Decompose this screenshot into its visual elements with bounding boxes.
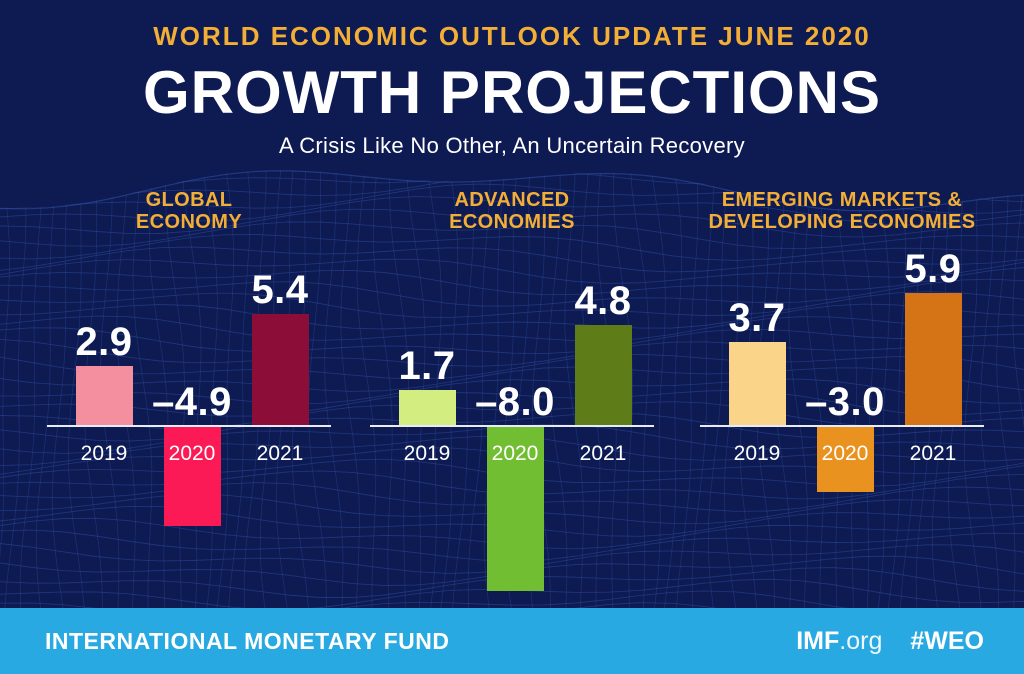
group-title: ADVANCED ECONOMIES (368, 189, 656, 233)
imf-website-tld: .org (839, 626, 883, 655)
year-label-2020: 2020 (491, 442, 539, 465)
year-label-2019: 2019 (403, 442, 451, 465)
group-title-line: ECONOMIES (449, 211, 575, 233)
chart-group-emerging-markets-developing-economies: EMERGING MARKETS & DEVELOPING ECONOMIES 3.… (698, 185, 986, 608)
group-title-line: DEVELOPING ECONOMIES (708, 211, 976, 233)
value-label-2019: 2.9 (75, 319, 133, 364)
year-label-2019: 2019 (80, 442, 128, 465)
group-title-line: ADVANCED (454, 189, 570, 211)
value-label-2021: 4.8 (574, 279, 632, 324)
bar-2019 (75, 365, 133, 425)
value-label-2020: –4.9 (152, 380, 232, 424)
year-label-2021: 2021 (909, 442, 957, 465)
axis-line (700, 425, 984, 427)
value-label-2019: 1.7 (398, 343, 456, 388)
group-title-line: EMERGING MARKETS & (721, 189, 963, 211)
axis-line (370, 425, 654, 427)
footer-links: IMF.org #WEO (796, 627, 984, 656)
value-label-2021: 5.9 (904, 246, 962, 291)
chart-group-global-economy: GLOBAL ECONOMY 2.9 2019 –4.9 2020 5.4 2021 (45, 185, 333, 608)
year-label-2019: 2019 (733, 442, 781, 465)
report-subtitle: A Crisis Like No Other, An Uncertain Rec… (279, 133, 745, 158)
footer-bar: INTERNATIONAL MONETARY FUND IMF.org #WEO (0, 608, 1024, 674)
imf-organization-name: INTERNATIONAL MONETARY FUND (45, 627, 450, 654)
imf-website: IMF.org (796, 627, 882, 656)
value-label-2019: 3.7 (728, 296, 786, 341)
year-label-2020: 2020 (168, 442, 216, 465)
bar-2021 (251, 314, 309, 425)
bar-2021 (904, 292, 962, 425)
bar-2020 (163, 425, 221, 526)
bar-2019 (398, 389, 456, 425)
group-title: GLOBAL ECONOMY (45, 189, 333, 233)
value-label-2021: 5.4 (251, 268, 309, 313)
bar-2020 (816, 425, 874, 493)
year-label-2020: 2020 (821, 442, 869, 465)
bar-2020 (486, 425, 544, 592)
axis-line (47, 425, 331, 427)
page-title: GROWTH PROJECTIONS (142, 59, 882, 126)
group-title-line: GLOBAL (145, 189, 233, 211)
value-label-2020: –3.0 (805, 380, 885, 424)
report-kicker: WORLD ECONOMIC OUTLOOK UPDATE JUNE 2020 (153, 21, 871, 51)
value-label-2020: –8.0 (475, 380, 555, 424)
weo-hashtag: #WEO (910, 626, 984, 655)
bar-2019 (728, 342, 786, 425)
group-title-line: ECONOMY (135, 211, 243, 233)
year-label-2021: 2021 (256, 442, 304, 465)
bar-2021 (574, 325, 632, 425)
group-title: EMERGING MARKETS & DEVELOPING ECONOMIES (698, 189, 986, 233)
imf-website-domain: IMF (796, 626, 840, 655)
chart-group-advanced-economies: ADVANCED ECONOMIES 1.7 2019 –8.0 2020 4.8 2021 (368, 185, 656, 608)
year-label-2021: 2021 (579, 442, 627, 465)
